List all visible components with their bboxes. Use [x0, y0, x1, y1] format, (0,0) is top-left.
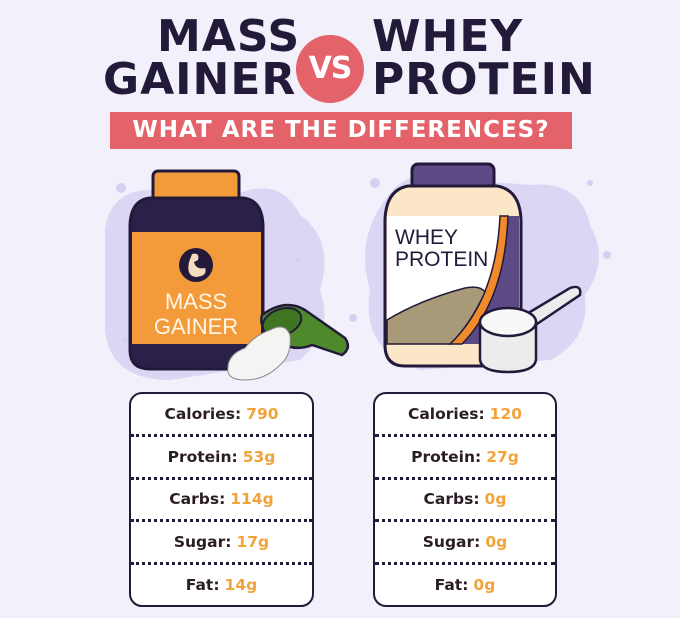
whey-protein-nutrition-table: Calories: 120 Protein: 27g Carbs: 0g Sug…: [373, 392, 557, 607]
nutrition-value: 27g: [486, 447, 519, 466]
nutrition-value: 14g: [224, 576, 258, 595]
nutrition-row-carbs: Carbs: 0g: [375, 480, 555, 523]
nutrition-value: 120: [489, 404, 523, 423]
title-whey: WHEY: [372, 11, 524, 62]
nutrition-value: 0g: [484, 490, 507, 509]
nutrition-row-fat: Fat: 14g: [131, 565, 312, 605]
nutrition-value: 790: [246, 404, 279, 423]
nutrition-row-sugar: Sugar: 0g: [375, 522, 555, 566]
nutrition-label: Sugar:: [173, 533, 232, 552]
nutrition-label: Protein:: [411, 447, 482, 466]
nutrition-row-fat: Fat: 0g: [375, 565, 555, 605]
nutrition-row-protein: Protein: 53g: [131, 437, 312, 480]
nutrition-label: Calories:: [164, 404, 242, 423]
nutrition-label: Carbs:: [169, 490, 226, 509]
nutrition-label: Fat:: [185, 576, 220, 595]
whey-jar-label-2: PROTEIN: [395, 248, 488, 271]
nutrition-row-sugar: Sugar: 17g: [131, 522, 312, 566]
title-gainer: GAINER: [103, 54, 297, 105]
nutrition-label: Sugar:: [422, 533, 481, 552]
title-protein: PROTEIN: [372, 54, 596, 105]
nutrition-value: 0g: [485, 533, 508, 552]
mass-gainer-jar-label-2: GAINER: [154, 314, 238, 339]
nutrition-label: Carbs:: [423, 490, 480, 509]
nutrition-label: Fat:: [434, 576, 469, 595]
subtitle-banner: WHAT ARE THE DIFFERENCES?: [110, 112, 572, 149]
nutrition-label: Protein:: [167, 447, 238, 466]
mass-gainer-nutrition-table: Calories: 790 Protein: 53g Carbs: 114g S…: [129, 392, 314, 607]
mass-gainer-jar-label-1: MASS: [165, 289, 227, 314]
nutrition-value: 0g: [473, 576, 496, 595]
vs-badge: VS: [296, 35, 364, 103]
nutrition-value: 17g: [236, 533, 270, 552]
whey-jar-label-1: WHEY: [395, 226, 458, 249]
nutrition-row-carbs: Carbs: 114g: [131, 480, 312, 523]
nutrition-label: Calories:: [407, 404, 485, 423]
nutrition-value: 53g: [242, 447, 276, 466]
nutrition-row-calories: Calories: 790: [131, 394, 312, 437]
nutrition-value: 114g: [230, 490, 274, 509]
nutrition-row-calories: Calories: 120: [375, 394, 555, 437]
nutrition-row-protein: Protein: 27g: [375, 437, 555, 480]
title-mass: MASS: [157, 11, 301, 62]
